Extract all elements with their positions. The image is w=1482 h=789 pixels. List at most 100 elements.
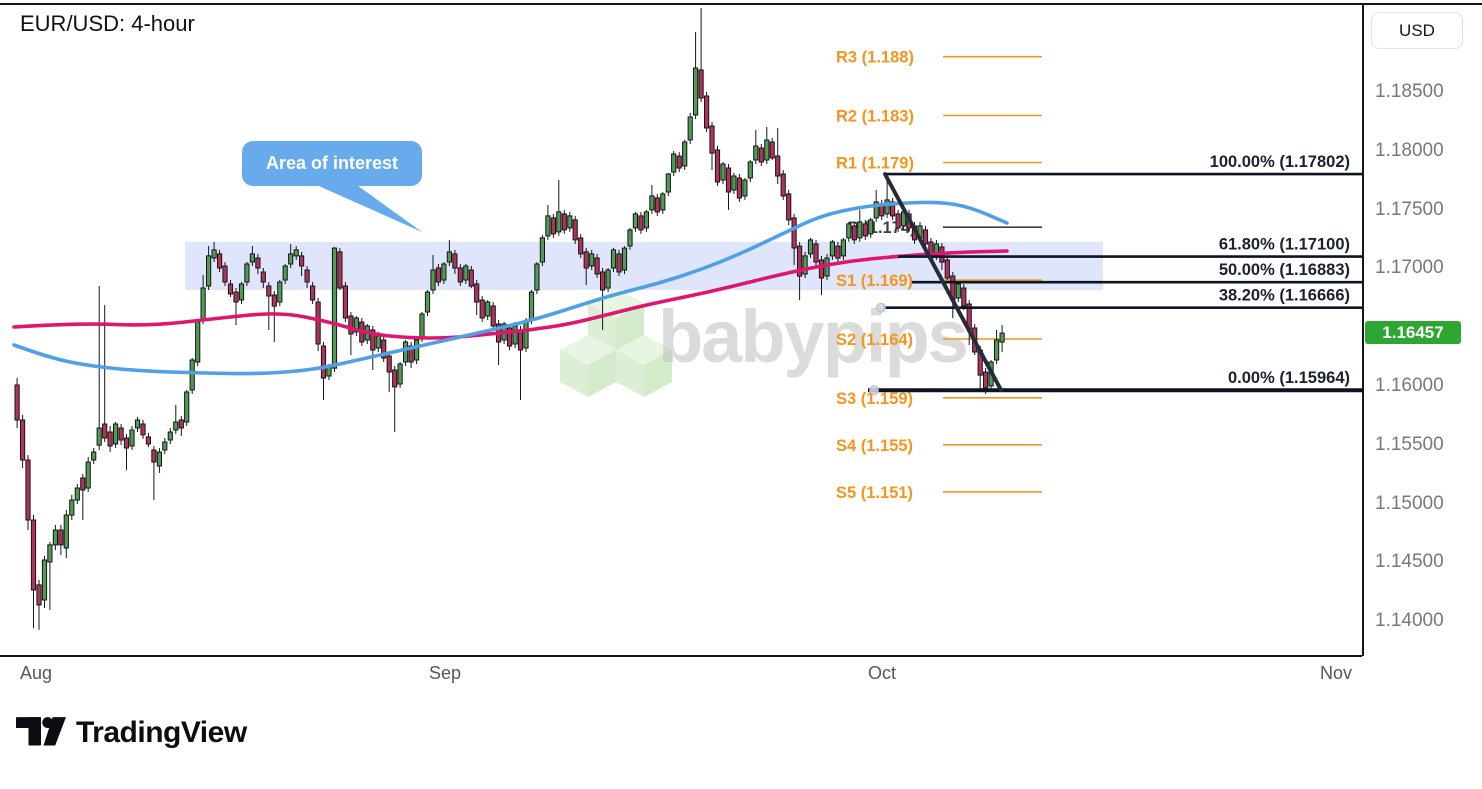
candle-body [676, 155, 682, 169]
candle-body [282, 265, 288, 281]
candle-body [123, 437, 130, 449]
pivot-label: R2 (1.183) [836, 107, 914, 125]
candle-body [594, 257, 600, 275]
footer-brand[interactable]: TradingView [16, 716, 247, 750]
candle-body [747, 161, 753, 179]
pivot-label: S2 (1.164) [836, 331, 913, 349]
candle-body [107, 431, 113, 447]
candle-body [890, 201, 896, 217]
candle-body [271, 294, 277, 307]
candle-body [342, 285, 348, 319]
candle-body [983, 371, 989, 389]
candle-body [140, 423, 146, 436]
candle-body [720, 163, 726, 181]
candle-body [769, 141, 775, 159]
candle-body [829, 241, 835, 257]
candle-body [791, 217, 797, 249]
candle-body [348, 315, 354, 335]
drawing-handle[interactable] [869, 385, 879, 396]
candle-body [277, 281, 283, 303]
candle-body [961, 287, 967, 307]
candle-body [731, 175, 737, 191]
candle-body [424, 291, 431, 313]
candle-body [162, 441, 168, 451]
candle-body [725, 167, 732, 193]
price-axis-label: 1.15000 [1375, 493, 1444, 514]
candle-body [47, 544, 53, 563]
candle-body [468, 269, 474, 287]
candle-body [206, 255, 212, 287]
month-label: Nov [1320, 663, 1353, 683]
candle-body [392, 369, 398, 388]
price-axis[interactable]: USD 1.18500 1.18000 1.17500 1.17000 1.16000 1… [1363, 0, 1482, 789]
candle-body [403, 341, 409, 363]
pivot-label: R1 (1.179) [836, 155, 914, 173]
trendline[interactable] [883, 172, 1003, 392]
candle-body [753, 145, 759, 161]
candle-body [807, 239, 814, 255]
candle-body [156, 451, 163, 467]
candle-body [610, 249, 617, 269]
drawing-handle[interactable] [876, 302, 886, 313]
candle-body [386, 355, 392, 373]
price-axis-label: 1.16000 [1375, 375, 1444, 396]
candle-body [605, 269, 611, 289]
candle-body [862, 223, 868, 237]
candle-body [91, 451, 97, 461]
candle-body [222, 265, 228, 283]
candle-body [430, 269, 436, 291]
candle-body [244, 263, 250, 283]
candle-body [452, 253, 458, 269]
candle-body [397, 363, 403, 385]
chart-top-border [0, 3, 1482, 5]
candle-body [786, 193, 792, 221]
candle-body [665, 173, 671, 193]
candle-body [310, 285, 316, 301]
time-axis-line [0, 655, 1362, 657]
candle-body [545, 215, 551, 237]
month-label: Sep [429, 663, 462, 683]
candle-body [621, 247, 628, 271]
candle-body [134, 419, 141, 429]
candle-body [331, 247, 338, 369]
candle-body [507, 327, 513, 347]
candle-body [840, 239, 846, 257]
candle-body [266, 285, 272, 297]
candle-body [578, 237, 584, 255]
callout-tail [312, 183, 422, 232]
candle-body [736, 177, 742, 199]
candle-body [353, 317, 359, 333]
ma-line-pink [12, 249, 1009, 340]
candle-body [818, 259, 825, 279]
candle-body [441, 263, 447, 281]
candle-body [102, 423, 108, 439]
candle-body [797, 245, 803, 277]
candle-body [873, 201, 879, 219]
candle-body [249, 253, 256, 263]
candle-body [30, 519, 37, 591]
price-axis-label: 1.17500 [1375, 199, 1444, 220]
pivot-label: S5 (1.151) [836, 484, 913, 502]
fib-level-label: 0.00% (1.15964) [1228, 369, 1350, 387]
candle-body [632, 213, 638, 229]
candle-body [944, 259, 950, 279]
candle-body [523, 321, 529, 349]
candle-body [583, 251, 589, 269]
candle-body [304, 269, 310, 283]
price-axis-label: 1.18000 [1375, 140, 1444, 161]
candle-body [419, 313, 425, 339]
candle-body [408, 345, 414, 363]
candle-body [446, 251, 452, 263]
candle-body [698, 69, 704, 99]
candle-body [52, 529, 58, 546]
candle-body [375, 335, 381, 349]
area-of-interest-callout[interactable]: Area of interest [242, 141, 422, 186]
currency-button[interactable]: USD [1371, 12, 1463, 49]
fib-level-label: 61.80% (1.17100) [1219, 236, 1350, 254]
ma-line-blue [12, 200, 1009, 376]
price-chart: R3 (1.188)R2 (1.183)R1 (1.179)P (1.174)S… [12, 8, 1362, 630]
candle-body [189, 359, 195, 391]
candle-body [846, 223, 852, 239]
candle-body [517, 329, 524, 351]
candle-body [129, 429, 135, 447]
